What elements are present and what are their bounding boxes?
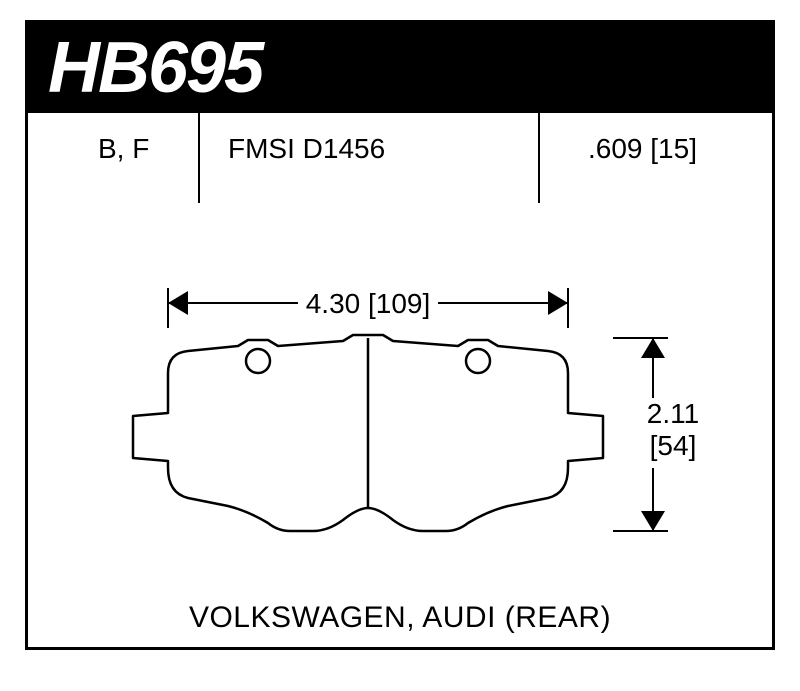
info-row: B, F FMSI D1456 .609 [15]	[28, 123, 772, 183]
height-dim-mm: [54]	[650, 430, 697, 461]
application-caption: VOLKSWAGEN, AUDI (REAR)	[28, 601, 772, 635]
header-bar: HB695	[28, 23, 772, 113]
bolt-hole-left	[246, 349, 270, 373]
spec-frame: HB695 B, F FMSI D1456 .609 [15] 4.30 [10…	[25, 20, 775, 650]
brake-pad-diagram: 4.30 [109] 2.11 [54]	[68, 233, 738, 573]
separator-1	[198, 113, 200, 203]
info-thickness: .609 [15]	[588, 133, 697, 165]
height-dim-in: 2.11	[647, 398, 699, 429]
part-number: HB695	[48, 27, 262, 109]
bolt-hole-right	[466, 349, 490, 373]
info-fmsi: FMSI D1456	[228, 133, 385, 165]
info-compounds: B, F	[98, 133, 149, 165]
width-dim-text: 4.30 [109]	[306, 288, 431, 319]
separator-2	[538, 113, 540, 203]
